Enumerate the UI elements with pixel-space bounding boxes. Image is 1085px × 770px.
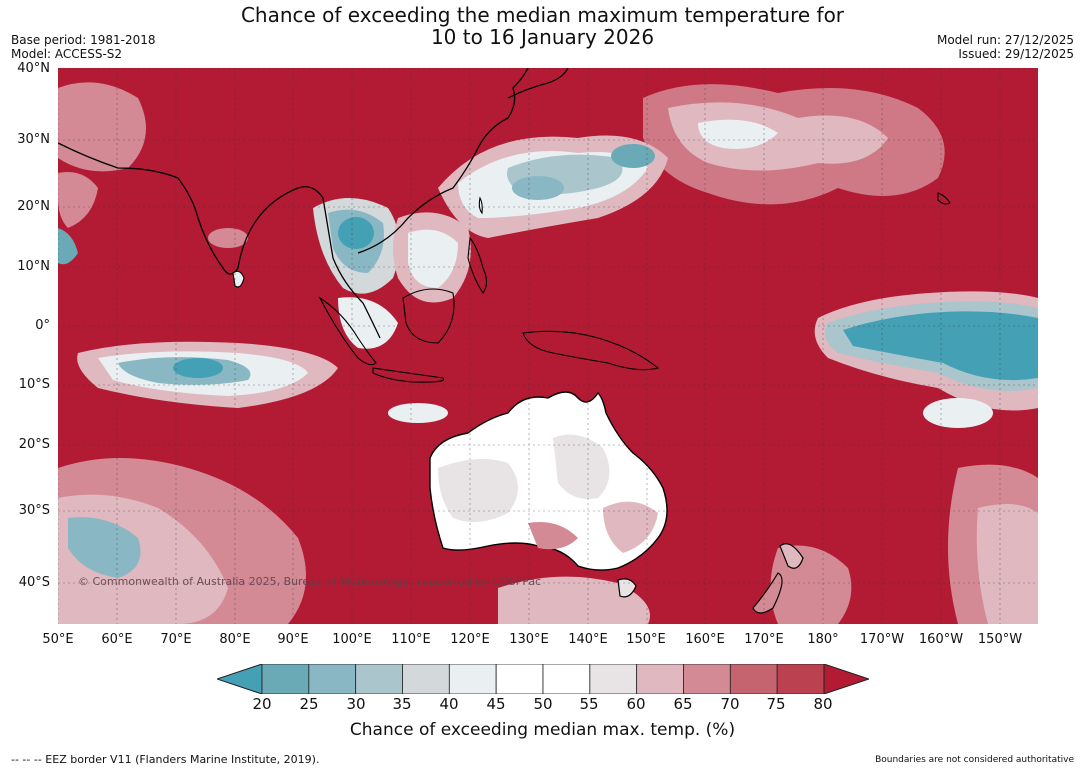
lat-label-10s: 10°S (18, 377, 50, 392)
colorbar-cell (355, 663, 403, 695)
meta-left: Base period: 1981-2018 Model: ACCESS-S2 (11, 33, 156, 61)
colorbar-cell (402, 663, 450, 695)
boundary-disclaimer: Boundaries are not considered authoritat… (875, 755, 1074, 765)
colorbar-tick-30: 30 (346, 695, 366, 713)
copyright-watermark: © Commonwealth of Australia 2025, Bureau… (78, 575, 542, 588)
colorbar-extend-low (215, 663, 263, 695)
lon-label-170e: 170°E (744, 632, 784, 647)
colorbar (215, 663, 871, 695)
lon-label-50e: 50°E (42, 632, 74, 647)
colorbar-cell (776, 663, 825, 695)
lon-label-110e: 110°E (391, 632, 431, 647)
lat-label-20s: 20°S (18, 437, 50, 452)
colorbar-tick-35: 35 (392, 695, 412, 713)
lon-label-80e: 80°E (219, 632, 251, 647)
lon-label-70e: 70°E (160, 632, 192, 647)
colorbar-cell (261, 663, 310, 695)
lon-label-100e: 100°E (332, 632, 372, 647)
colorbar-tick-25: 25 (299, 695, 319, 713)
lon-label-90e: 90°E (277, 632, 309, 647)
lat-label-30n: 30°N (17, 132, 50, 147)
colorbar-tick-55: 55 (579, 695, 599, 713)
colorbar-graphic (215, 663, 871, 695)
lon-label-150e: 150°E (626, 632, 666, 647)
model-run: Model run: 27/12/2025 (936, 33, 1074, 47)
base-period: Base period: 1981-2018 (11, 33, 156, 47)
colorbar-tick-75: 75 (766, 695, 786, 713)
eez-note: -- -- -- EEZ border V11 (Flanders Marine… (11, 753, 320, 766)
model-name: Model: ACCESS-S2 (11, 47, 123, 61)
lon-label-160e: 160°E (685, 632, 725, 647)
issued-date: Issued: 29/12/2025 (958, 47, 1074, 61)
meta-right: Model run: 27/12/2025 Issued: 29/12/2025 (937, 33, 1074, 61)
colorbar-tick-70: 70 (720, 695, 740, 713)
colorbar-title: Chance of exceeding median max. temp. (%… (349, 720, 736, 740)
lon-label-60e: 60°E (101, 632, 133, 647)
lon-label-150w: 150°W (977, 632, 1023, 647)
lon-label-140e: 140°E (568, 632, 608, 647)
colorbar-cell (589, 663, 638, 695)
colorbar-tick-40: 40 (439, 695, 459, 713)
colorbar-cell (495, 663, 544, 695)
lat-label-10n: 10°N (17, 259, 50, 274)
colorbar-tick-60: 60 (626, 695, 646, 713)
colorbar-tick-20: 20 (252, 695, 272, 713)
forecast-map (58, 68, 1038, 624)
lon-label-160w: 160°W (918, 632, 964, 647)
colorbar-extend-high (823, 663, 871, 695)
colorbar-cell (542, 663, 591, 695)
lat-label-20n: 20°N (17, 199, 50, 214)
colorbar-tick-65: 65 (673, 695, 693, 713)
colorbar-tick-80: 80 (813, 695, 833, 713)
colorbar-cell (683, 663, 731, 695)
colorbar-cell (308, 663, 357, 695)
colorbar-cell (448, 663, 497, 695)
colorbar-tick-50: 50 (533, 695, 553, 713)
title-line-1: Chance of exceeding the median maximum t… (240, 3, 845, 27)
lat-label-30s: 30°S (18, 503, 50, 518)
map-canvas (58, 68, 1038, 624)
lon-label-120e: 120°E (450, 632, 490, 647)
colorbar-cell (636, 663, 684, 695)
lat-label-0: 0° (35, 318, 50, 333)
lat-label-40n: 40°N (17, 61, 50, 76)
lon-label-130e: 130°E (509, 632, 549, 647)
colorbar-tick-45: 45 (486, 695, 506, 713)
lon-label-180: 180° (807, 632, 839, 647)
title-line-2: 10 to 16 January 2026 (430, 25, 655, 49)
map-title: Chance of exceeding the median maximum t… (0, 4, 1085, 48)
lon-label-170w: 170°W (859, 632, 905, 647)
colorbar-cell (729, 663, 778, 695)
lat-label-40s: 40°S (18, 575, 50, 590)
